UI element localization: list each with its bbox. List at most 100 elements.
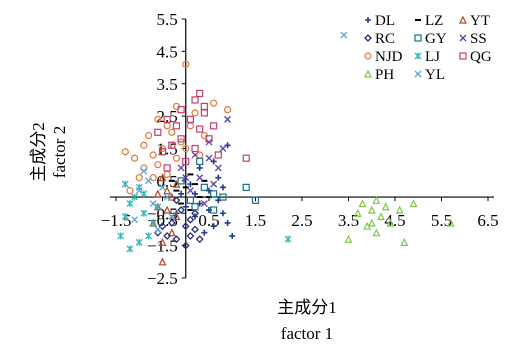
point-YL: [131, 216, 139, 224]
point-YL: [149, 200, 157, 207]
point-NJD: [182, 60, 190, 68]
legend-item: LZ: [415, 13, 443, 29]
point-YL: [145, 177, 153, 185]
point-QG: [177, 135, 185, 143]
point-YT: [158, 173, 167, 182]
point-NJD: [196, 151, 204, 159]
point-PH: [377, 212, 386, 221]
point-YL: [140, 167, 148, 175]
point-QG: [191, 96, 199, 104]
x-tick-label: 2.5: [291, 211, 312, 230]
point-SS: [186, 187, 194, 195]
point-LJ: [121, 212, 129, 220]
point-QG: [200, 102, 208, 111]
point-RC: [172, 196, 181, 205]
point-GY: [196, 157, 204, 166]
point-QG: [163, 164, 171, 172]
y-tick-label: 3.5: [157, 75, 178, 94]
legend-label: PH: [375, 67, 394, 83]
point-YT: [167, 192, 176, 201]
legend-marker: [459, 52, 467, 60]
legend-label: QG: [470, 49, 492, 65]
point-QG: [210, 122, 218, 130]
point-QG: [154, 128, 162, 136]
series-SS: [177, 115, 232, 207]
point-SS: [200, 200, 208, 207]
point-NJD: [182, 144, 190, 153]
y-axis-label-en: factor 2: [50, 126, 69, 178]
point-QG: [242, 154, 250, 162]
x-tick-label: 1.5: [245, 211, 266, 230]
point-NJD: [168, 128, 176, 136]
point-QG: [158, 148, 167, 156]
point-QG: [214, 151, 222, 159]
point-LJ: [126, 200, 134, 208]
point-SS: [177, 164, 185, 172]
point-NJD: [121, 148, 129, 156]
point-SS: [205, 154, 213, 162]
series-PH: [344, 195, 455, 246]
x-tick-label: 3.5: [338, 211, 359, 230]
legend-marker: [414, 70, 422, 78]
point-GY: [191, 203, 199, 211]
point-RC: [167, 219, 176, 227]
point-QG: [168, 141, 176, 149]
point-NJD: [140, 141, 148, 149]
x-axis-label-cn: 主成分1: [277, 298, 337, 317]
y-tick-label: 4.5: [157, 42, 178, 61]
y-ticks: 5.54.53.52.51.50.5−0.5−1.5−2.5: [147, 10, 186, 288]
legend-marker: [459, 34, 467, 42]
point-YL: [163, 193, 171, 201]
point-NJD: [210, 99, 218, 107]
point-NJD: [149, 151, 157, 159]
point-PH: [358, 199, 367, 208]
point-QG: [163, 115, 171, 123]
y-tick-label: −1.5: [147, 237, 178, 256]
x-tick-label: −1.5: [101, 211, 132, 230]
point-DL: [219, 210, 226, 217]
point-NJD: [224, 106, 232, 114]
x-tick-label: 6.5: [477, 211, 498, 230]
point-LJ: [154, 203, 162, 211]
point-NJD: [126, 186, 134, 195]
point-GY: [251, 196, 260, 204]
point-RC: [153, 228, 162, 237]
point-NJD: [144, 131, 153, 140]
legend-item: YL: [414, 67, 445, 83]
series-DL: [173, 142, 236, 239]
point-DL: [196, 164, 203, 171]
point-YT: [163, 205, 172, 214]
point-GY: [200, 183, 208, 191]
legend-marker: [364, 34, 372, 42]
y-tick-label: −2.5: [147, 269, 178, 288]
legend-item: YT: [459, 13, 490, 29]
series-RC: [153, 196, 204, 250]
point-NJD: [135, 174, 143, 182]
point-SS: [210, 180, 218, 188]
legend-label: DL: [375, 13, 395, 29]
point-QG: [186, 115, 194, 123]
x-tick-label: 5.5: [431, 211, 452, 230]
legend-item: DL: [365, 13, 395, 29]
point-NJD: [131, 154, 139, 162]
legend-label: SS: [470, 31, 487, 47]
point-YT: [153, 189, 162, 198]
point-NJD: [154, 161, 162, 169]
legend-item: NJD: [364, 49, 403, 65]
point-LJ: [145, 232, 153, 240]
x-tick-label: 0.5: [198, 211, 219, 230]
point-RC: [181, 241, 190, 250]
point-YT: [163, 186, 172, 195]
point-LJ: [149, 219, 157, 227]
x-tick-label: 4.5: [384, 211, 405, 230]
point-PH: [372, 195, 381, 204]
point-DL: [224, 219, 231, 226]
point-YL: [154, 225, 162, 233]
point-PH: [344, 234, 353, 243]
point-RC: [191, 225, 199, 234]
data-points: [117, 31, 455, 266]
point-PH: [381, 202, 390, 211]
legend-label: LJ: [425, 49, 440, 65]
point-PH: [372, 228, 381, 237]
point-YT: [167, 228, 176, 237]
